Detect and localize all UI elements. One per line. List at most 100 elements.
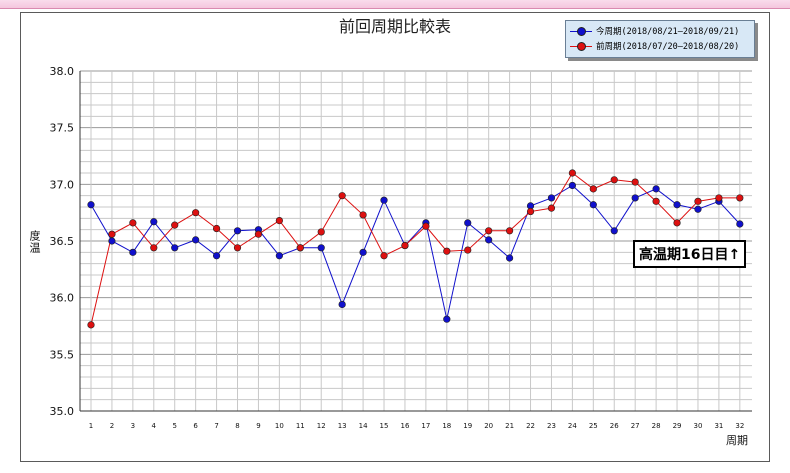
x-tick-label: 20 [484,422,493,430]
x-tick-label: 15 [380,422,389,430]
x-tick-label: 6 [193,422,198,430]
series-0-point [192,236,200,244]
window-top-band [0,0,790,9]
series-0-point [736,220,744,228]
series-line-0 [90,184,741,320]
x-tick-label: 28 [652,422,661,430]
x-tick-label: 13 [338,422,347,430]
series-0-point [317,244,325,252]
x-tick-label: 11 [296,422,305,430]
series-1-point [610,176,618,184]
x-tick-label: 25 [589,422,598,430]
x-tick-label: 21 [505,422,514,430]
series-1-point [275,217,283,225]
series-1-point [506,227,514,235]
series-1-point [673,219,681,227]
series-0-point [464,219,472,227]
series-0-point [610,227,618,235]
series-1-point [694,197,702,205]
x-tick-label: 5 [172,422,176,430]
x-tick-label: 3 [131,422,135,430]
series-1-point [129,219,137,227]
series-1-point [296,244,304,252]
x-tick-label: 4 [152,422,157,430]
series-1-point [464,246,472,254]
x-tick-label: 12 [317,422,326,430]
series-0-point [485,236,493,244]
series-1-point [736,194,744,202]
legend: 今周期(2018/08/21—2018/09/21) 前周期(2018/07/2… [565,20,755,58]
x-tick-label: 19 [463,422,472,430]
series-0-point [652,185,660,193]
legend-swatch-current [570,25,592,37]
x-tick-label: 2 [110,422,114,430]
legend-item-current: 今周期(2018/08/21—2018/09/21) [570,24,739,38]
series-1-point [589,185,597,193]
series-0-point [338,300,346,309]
x-tick-label: 27 [631,422,640,430]
series-1-point [359,211,367,219]
x-tick-label: 9 [256,422,260,430]
series-1-point [715,194,723,202]
series-1-point [254,230,263,238]
y-tick-label: 37.0 [50,178,75,191]
series-0-point [275,252,283,260]
x-tick-label: 7 [214,422,218,430]
series-1-point [192,209,200,217]
x-tick-label: 24 [568,422,577,430]
y-axis-label: 度温 [28,230,41,254]
series-0-point [443,315,451,323]
series-0-point [506,254,514,262]
legend-swatch-previous [570,40,592,52]
x-tick-label: 32 [735,422,744,430]
series-1-point [171,221,179,229]
series-1-point [401,241,409,250]
y-tick-label: 35.0 [50,405,75,418]
series-1-point [526,207,535,216]
legend-label-previous: 前周期(2018/07/20—2018/08/20) [596,42,740,52]
series-1-point [485,227,493,235]
x-tick-label: 10 [275,422,284,430]
series-1-point [547,204,556,212]
series-0-point [547,194,556,202]
series-0-point [212,252,221,260]
x-tick-label: 30 [694,422,703,430]
series-0-point [631,194,639,202]
series-1-point [631,178,639,186]
x-tick-label: 26 [610,422,619,430]
x-axis-label: 周期 [726,434,748,447]
x-tick-label: 18 [442,422,451,430]
series-1-point [422,222,430,230]
y-tick-label: 35.5 [50,348,75,361]
high-temp-annotation: 高温期16日目↑ [633,240,747,268]
series-0-point [380,196,388,204]
series-1-point [108,230,116,238]
series-0-point [108,237,116,245]
y-tick-label: 37.5 [50,122,75,135]
series-1-point [212,224,221,233]
series-1-point [87,321,95,329]
series-0-point [568,181,576,190]
series-1-point [652,197,660,205]
series-0-point [129,248,137,256]
x-tick-label: 17 [421,422,430,430]
legend-label-current: 今周期(2018/08/21—2018/09/21) [596,27,740,37]
series-1-point [317,228,325,236]
legend-item-previous: 前周期(2018/07/20—2018/08/20) [570,39,739,53]
series-1-point [568,169,576,177]
series-1-point [443,247,451,255]
y-tick-label: 38.0 [50,65,75,78]
series-0-point [359,248,367,256]
x-tick-label: 1 [89,422,93,430]
series-0-point [171,244,179,252]
series-0-point [150,218,158,226]
x-tick-label: 16 [400,422,409,430]
series-1-point [150,244,158,252]
series-0-point [673,201,681,209]
series-1-point [233,244,242,252]
x-tick-label: 23 [547,422,556,430]
y-tick-label: 36.0 [50,292,75,305]
y-tick-label: 36.5 [50,235,75,248]
series-0-point [233,227,242,235]
